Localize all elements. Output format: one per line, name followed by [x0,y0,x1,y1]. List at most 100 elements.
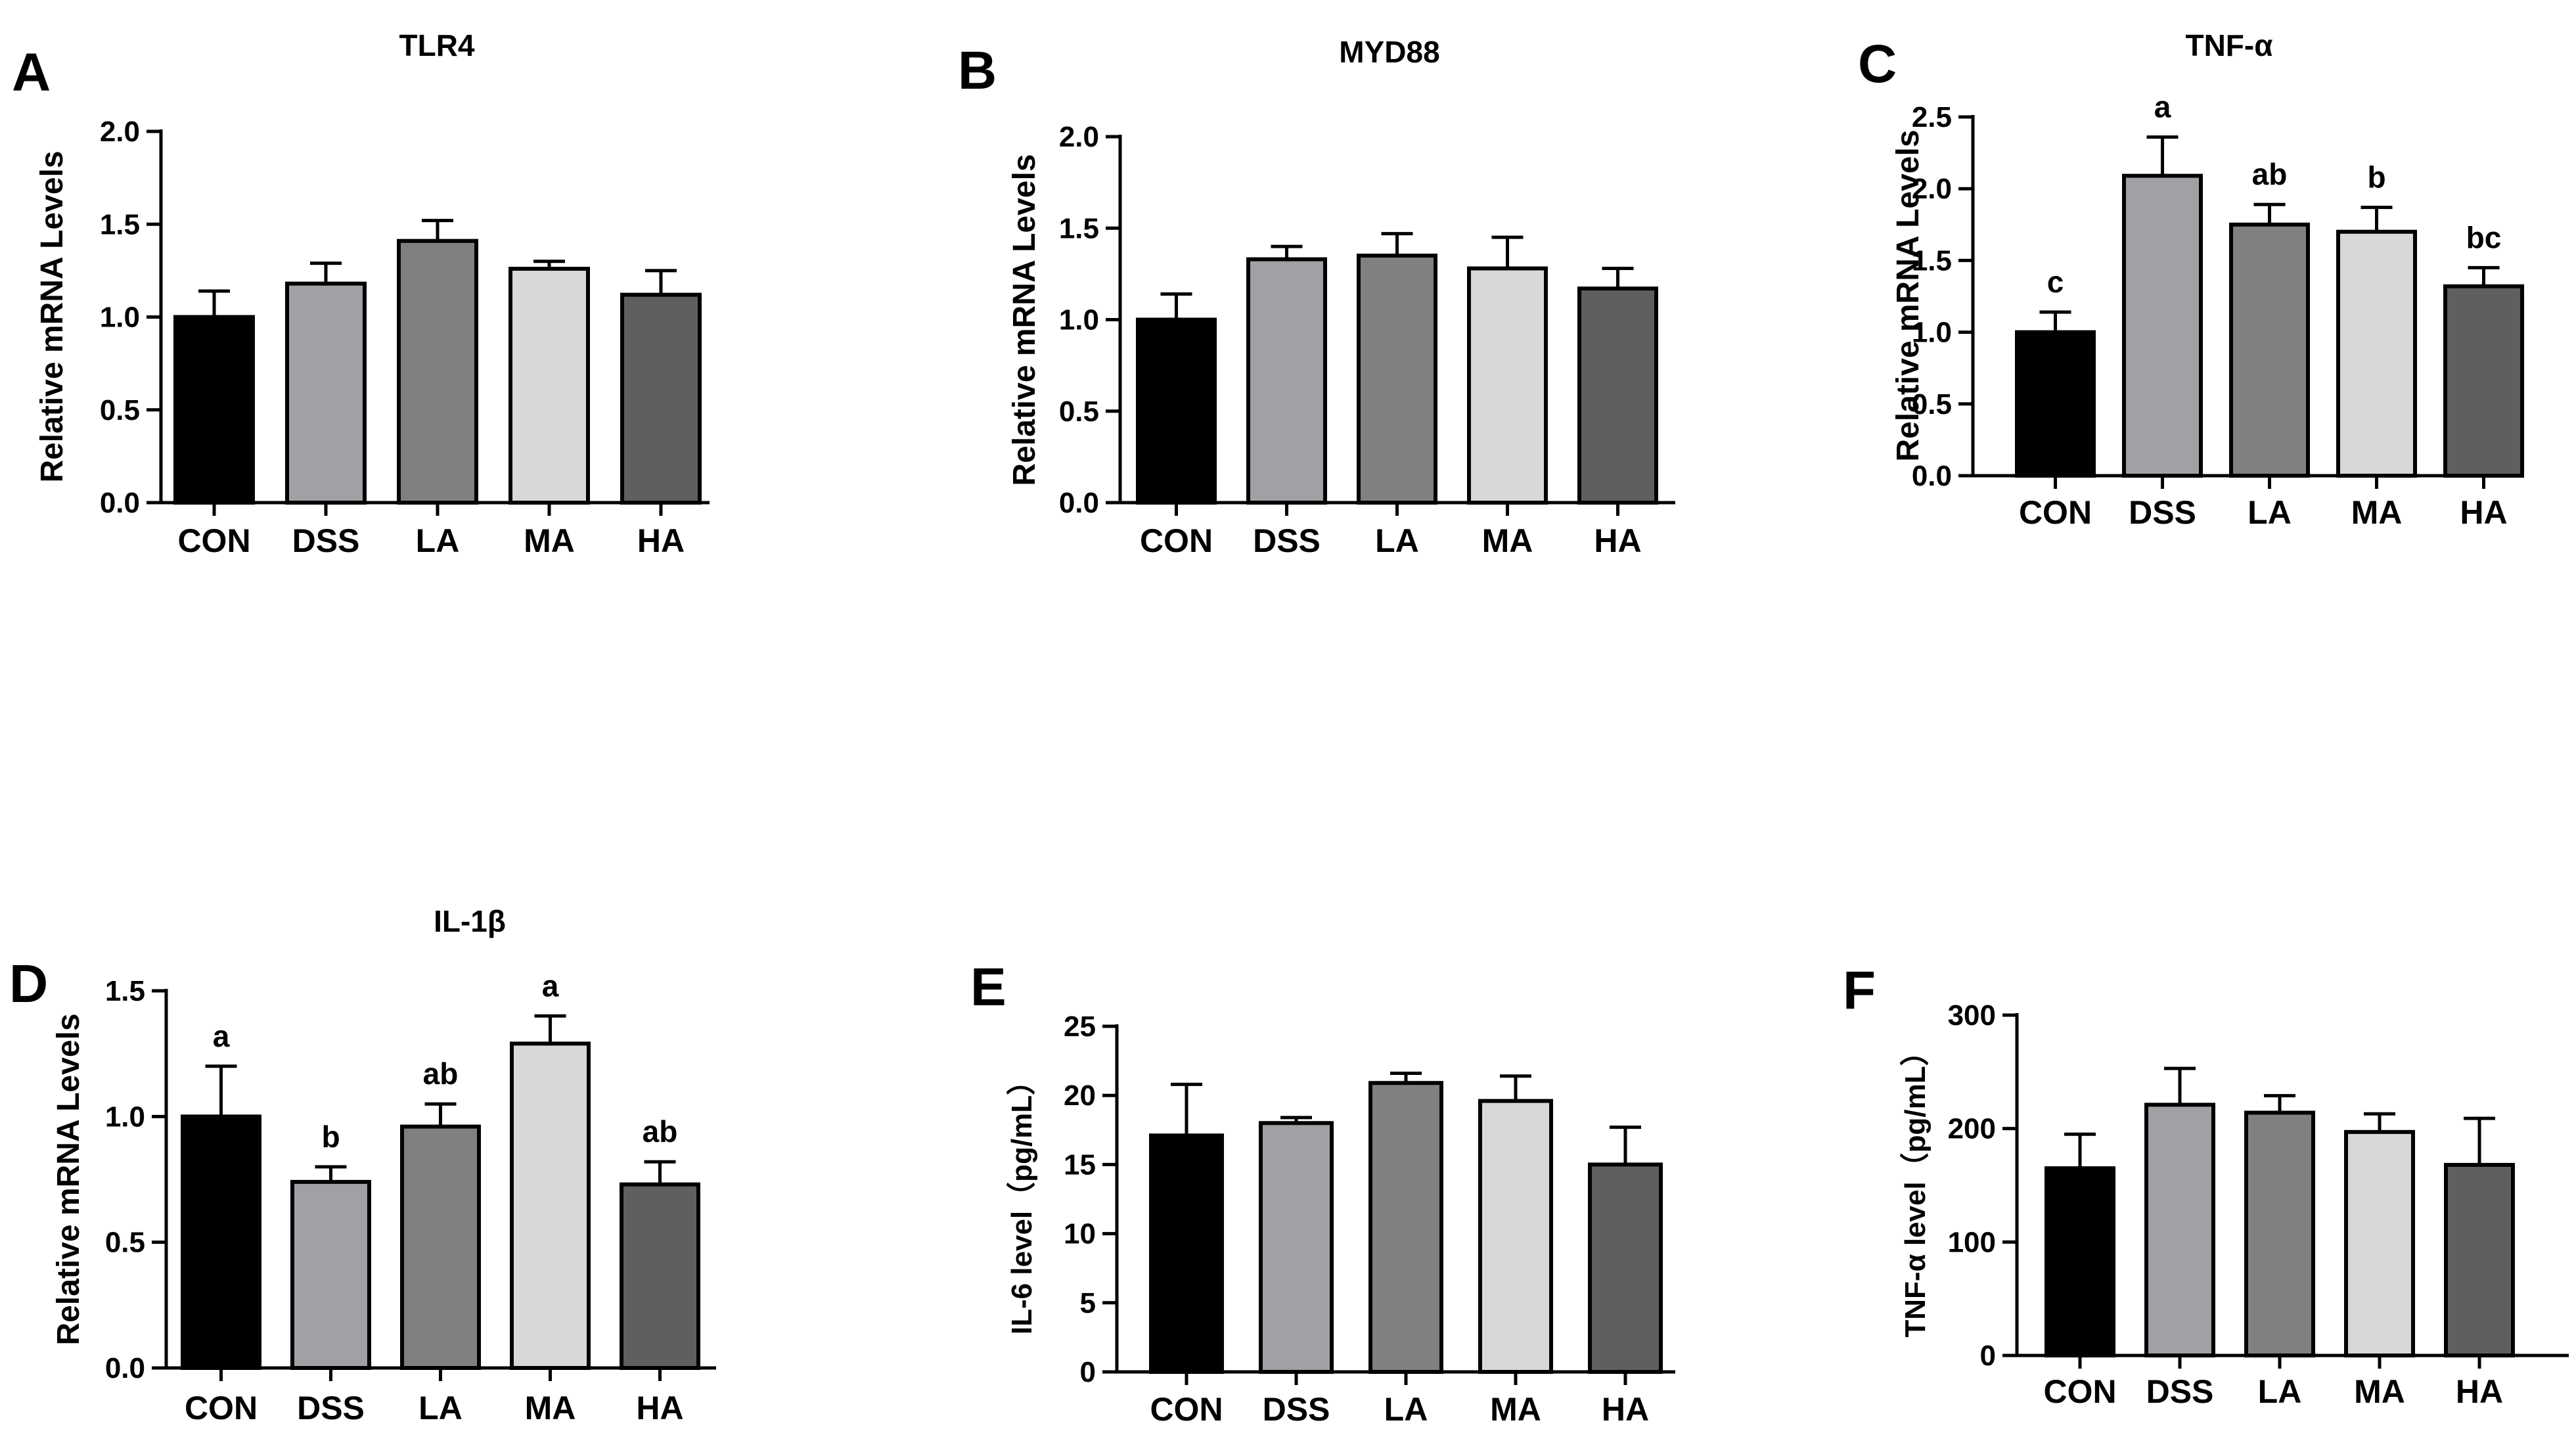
bar-con [173,315,255,505]
y-tick-label: 2.5 [1912,101,1952,133]
x-tick-label-con: CON [185,1390,258,1426]
y-tick-label: 0.0 [1059,487,1099,519]
x-tick-label-con: CON [177,522,250,559]
x-tick-label-ma: MA [2351,494,2403,531]
y-tick-label: 1.0 [105,1101,145,1133]
significance-label-con: a [213,1019,230,1053]
bar-ha [2443,284,2524,478]
y-tick-label: 0.0 [1912,460,1952,492]
significance-label-la: ab [2252,157,2288,191]
x-tick-label-la: LA [2258,1373,2302,1410]
y-tick-label: 1.0 [1059,304,1099,336]
x-tick-label-ma: MA [1490,1391,1541,1428]
y-axis-label: Relative mRNA Levels [1891,129,1926,461]
y-axis-label: TNF-α level（pg/mL） [1899,1037,1932,1337]
y-tick-label: 0.5 [1059,396,1099,428]
bar-ma [1467,266,1548,505]
y-axis-label: Relative mRNA Levels [35,150,70,482]
y-tick-label: 20 [1064,1080,1096,1112]
x-tick-label-ha: HA [1602,1391,1649,1428]
bar-dss [1246,257,1327,505]
bar-dss [2144,1103,2215,1357]
x-tick-label-la: LA [416,522,460,559]
bar-la [400,1124,481,1370]
bar-la [397,239,478,505]
x-tick-label-dss: DSS [1253,522,1321,559]
bar-dss [290,1179,371,1370]
significance-label-la: ab [423,1057,459,1091]
y-tick-label: 1.5 [100,208,140,240]
x-tick-label-ma: MA [525,1390,576,1426]
chart-panel-e: E IL-6 level（pg/mL） 0 5 10 15 20 25 CON DSS LA MA HA [970,957,1675,1428]
significance-label-ma: b [2367,160,2385,194]
bar-la [1357,254,1437,505]
x-tick-label-la: LA [2248,494,2292,531]
bar-ma [2336,229,2417,478]
chart-title: IL-1β [434,904,506,938]
y-tick-label: 200 [1948,1113,1996,1145]
chart-title: MYD88 [1339,35,1439,69]
significance-label-ha: bc [2466,220,2502,254]
significance-label-dss: b [321,1120,340,1154]
bar-la [2229,222,2310,478]
significance-label-con: c [2047,265,2064,299]
chart-title: TLR4 [399,28,475,62]
x-tick-label-ha: HA [2460,494,2507,531]
y-tick-label: 0.0 [100,487,140,519]
panel-letter: F [1843,961,1876,1020]
bar-con [181,1114,261,1371]
significance-label-ma: a [542,968,559,1003]
y-tick-label: 0.5 [105,1227,145,1259]
y-tick-label: 1.0 [1912,317,1952,349]
x-tick-label-dss: DSS [2146,1373,2214,1410]
bar-la [2244,1110,2315,1357]
x-tick-label-ma: MA [2354,1373,2405,1410]
bar-ma [510,1041,591,1370]
chart-panel-a: A TLR4 Relative mRNA Levels 0.0 0.5 1.0 1.5 2.0… [12,28,710,559]
y-tick-label: 0.5 [100,394,140,426]
panel-letter: D [9,954,48,1014]
x-tick-label-la: LA [1384,1391,1428,1428]
bar-ma [1478,1099,1553,1374]
bar-con [2015,330,2096,478]
bar-ma [2344,1129,2415,1357]
x-tick-label-con: CON [2019,494,2092,531]
chart-panel-f: F TNF-α level（pg/mL） 0 100 200 300 CON DSS LA MA H… [1843,961,2569,1410]
bar-con [2045,1166,2115,1357]
y-tick-label: 25 [1064,1011,1096,1043]
significance-label-ha: ab [643,1114,678,1149]
y-tick-label: 1.5 [1912,244,1952,277]
y-tick-label: 0.0 [105,1352,145,1384]
x-tick-label-ha: HA [1594,522,1641,559]
y-tick-label: 0 [1980,1340,1996,1372]
y-tick-label: 0 [1080,1356,1096,1388]
x-tick-label-con: CON [2043,1373,2116,1410]
bar-dss [2122,173,2203,478]
x-tick-label-dss: DSS [2129,494,2196,531]
bar-ma [508,267,590,505]
y-tick-label: 1.0 [100,302,140,334]
panel-letter: C [1858,34,1897,94]
y-tick-label: 2.0 [1059,121,1099,153]
bar-con [1149,1133,1224,1374]
x-tick-label-ma: MA [524,522,575,559]
y-tick-label: 100 [1948,1226,1996,1258]
chart-panel-d: D IL-1β Relative mRNA Levels 0.0 0.5 1.0 1.5 CO… [9,904,716,1426]
chart-title: TNF-α [2185,28,2272,62]
bar-ha [1577,286,1658,505]
significance-label-dss: a [2154,90,2171,124]
y-tick-label: 0.5 [1912,388,1952,421]
y-axis-label: Relative mRNA Levels [1007,154,1042,486]
y-tick-label: 2.0 [1912,173,1952,205]
bar-dss [285,281,367,505]
x-tick-label-con: CON [1150,1391,1223,1428]
x-tick-label-ha: HA [637,522,685,559]
y-tick-label: 1.5 [105,975,145,1007]
chart-panel-b: B MYD88 Relative mRNA Levels 0.0 0.5 1.0 1.5 2.… [958,35,1675,559]
y-tick-label: 5 [1080,1287,1096,1319]
bar-ha [2444,1162,2515,1358]
x-tick-label-dss: DSS [297,1390,365,1426]
y-axis-label: Relative mRNA Levels [51,1013,86,1345]
